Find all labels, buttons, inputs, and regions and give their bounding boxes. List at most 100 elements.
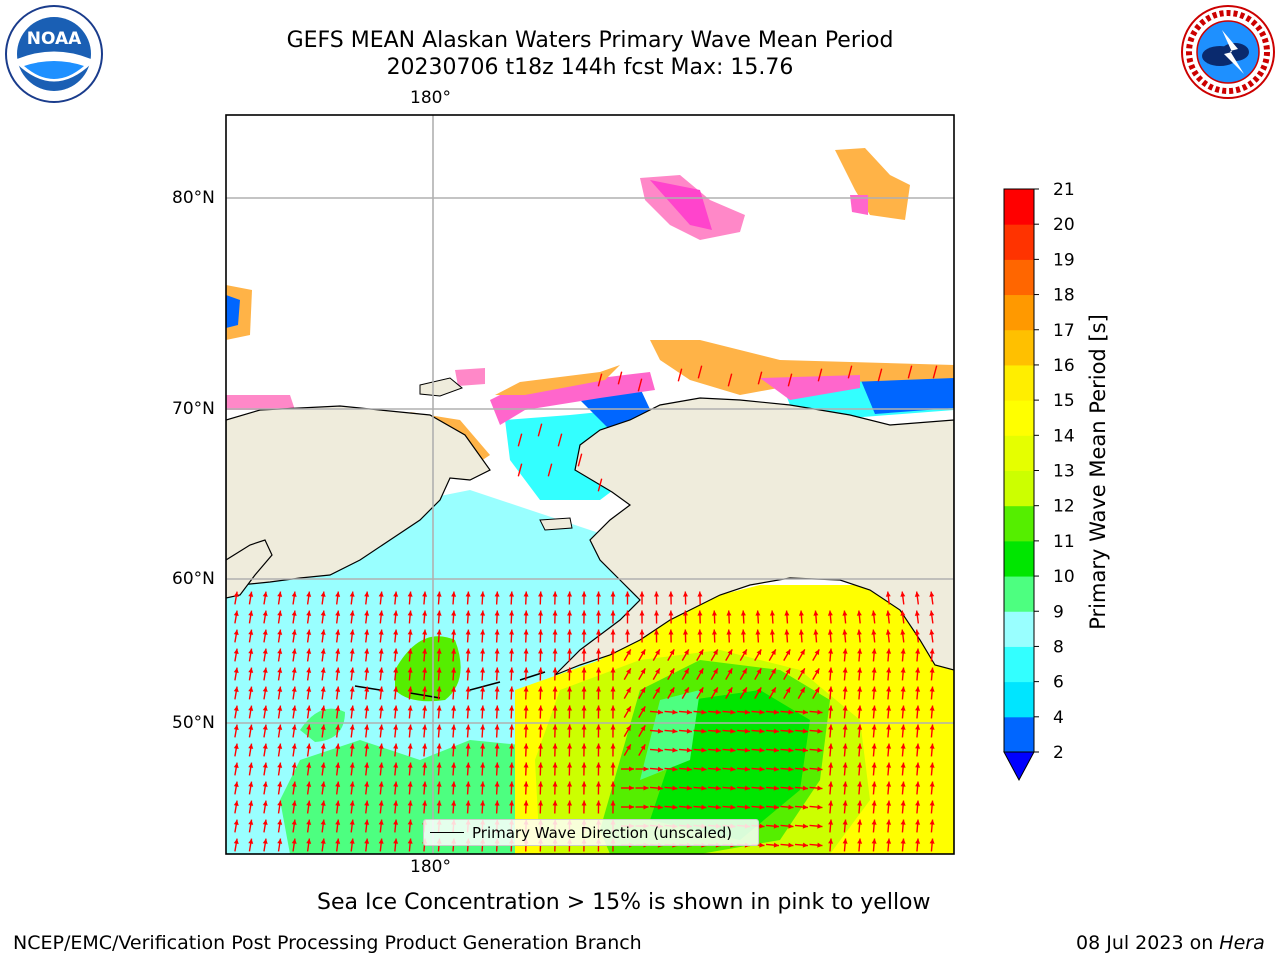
wave-arrow-head <box>813 610 819 616</box>
wave-arrow-head <box>715 747 721 753</box>
wave-arrow-head <box>686 785 692 791</box>
wave-arrow-head <box>657 747 663 753</box>
footer-date: 08 Jul 2023 on <box>1076 932 1220 954</box>
wave-arrow-head <box>335 629 341 635</box>
wave-arrow-head <box>248 686 254 692</box>
wave-arrow-head <box>610 781 616 787</box>
wave-arrow-head <box>436 610 442 616</box>
wave-arrow-head <box>422 610 428 616</box>
wave-arrow-head <box>436 648 442 654</box>
wave-arrow-head <box>552 686 558 692</box>
wave-arrow-head <box>871 743 877 749</box>
wave-arrow-head <box>436 686 442 692</box>
sea-ice-chukchi-orange <box>495 365 620 395</box>
wave-arrow-head <box>320 591 326 597</box>
wave-arrow-head <box>480 800 486 806</box>
wave-arrow-head <box>364 686 370 692</box>
wave-arrow-head <box>759 766 765 772</box>
wave-arrow-head <box>378 648 384 654</box>
wave-arrow-head <box>364 591 370 597</box>
wave-arrow-head <box>769 610 775 616</box>
wave-arrow-head <box>364 648 370 654</box>
wave-arrow-head <box>277 610 283 616</box>
wave-arrow-head <box>744 785 750 791</box>
wave-arrow-head <box>773 728 779 734</box>
wave-arrow-head <box>291 610 297 616</box>
wave-arrow-head <box>494 762 500 768</box>
wave-arrow-head <box>349 591 355 597</box>
wave-arrow-head <box>523 781 529 787</box>
wave-arrow-head <box>306 781 312 787</box>
wave-arrow-head <box>436 781 442 787</box>
wave-arrow-head <box>886 724 892 730</box>
wave-arrow-head <box>788 747 794 753</box>
wave-arrow-head <box>686 709 692 715</box>
wave-arrow-head <box>262 819 268 825</box>
wave-arrow <box>537 423 543 437</box>
wave-arrow-head <box>320 705 326 711</box>
wave-arrow-head <box>857 686 863 692</box>
wave-arrow-head <box>538 762 544 768</box>
wave-arrow-head <box>785 649 791 655</box>
wave-arrow-head <box>929 667 935 673</box>
wave-arrow-head <box>378 591 384 597</box>
wave-arrow-head <box>672 747 678 753</box>
wave-arrow-head <box>828 762 834 768</box>
wave-arrow-head <box>393 648 399 654</box>
wave-arrow-head <box>610 629 616 635</box>
wave-arrow-head <box>817 804 823 810</box>
wave-arrow-head <box>306 629 312 635</box>
wave-arrow <box>847 365 853 379</box>
wave-arrow-head <box>436 629 442 635</box>
wave-arrow-head <box>306 724 312 730</box>
wave-arrow-head <box>436 667 442 673</box>
wave-arrow-head <box>842 648 848 654</box>
wave-arrow-head <box>378 762 384 768</box>
wave-arrow-head <box>788 785 794 791</box>
wave-arrow-head <box>378 686 384 692</box>
wave-arrow-head <box>643 785 649 791</box>
wave-arrow-head <box>233 819 239 825</box>
wave-arrow-head <box>494 705 500 711</box>
wave-arrow-head <box>771 649 776 655</box>
wave-arrow-head <box>407 667 413 673</box>
wave-arrow-head <box>684 687 689 693</box>
wave-arrow-head <box>291 781 297 787</box>
wave-arrow-head <box>523 705 529 711</box>
wave-arrow-head <box>624 629 630 635</box>
wave-arrow-head <box>686 804 692 810</box>
wave-arrow-head <box>233 838 239 844</box>
wave-arrow-head <box>742 687 747 693</box>
wave-arrow-head <box>552 781 558 787</box>
wave-arrow-head <box>871 705 877 711</box>
wave-arrow-head <box>788 728 794 734</box>
wave-arrow-head <box>672 766 678 772</box>
colorbar-tick-label: 13 <box>1053 462 1075 482</box>
wave-arrow-head <box>364 743 370 749</box>
wave-arrow-head <box>291 819 297 825</box>
wave-arrow-head <box>773 842 779 848</box>
wave-arrow-head <box>364 781 370 787</box>
wave-arrow-head <box>407 591 413 597</box>
wave-arrow-head <box>320 781 326 787</box>
wave-arrow-head <box>929 686 935 692</box>
wave-arrow-head <box>451 781 457 787</box>
wave-arrow-head <box>552 743 558 749</box>
wave-arrow-head <box>640 725 646 731</box>
colorbar-tick-label: 9 <box>1053 602 1064 622</box>
wave-arrow-head <box>813 629 819 635</box>
wave-arrow-head <box>378 781 384 787</box>
wave-arrow-head <box>886 800 892 806</box>
wave-arrow-head <box>349 629 355 635</box>
wave-arrow-head <box>842 629 848 635</box>
wave-arrow-head <box>349 648 355 654</box>
wave-arrow-head <box>726 610 732 616</box>
wave-arrow <box>517 433 523 447</box>
wave-arrow-head <box>465 629 471 635</box>
wave-arrow-head <box>871 686 877 692</box>
wave-arrow-head <box>262 686 268 692</box>
wave-arrow-head <box>915 781 921 787</box>
wave-arrow-head <box>567 667 573 673</box>
wave-arrow-head <box>248 610 254 616</box>
wave-arrow-head <box>657 804 663 810</box>
